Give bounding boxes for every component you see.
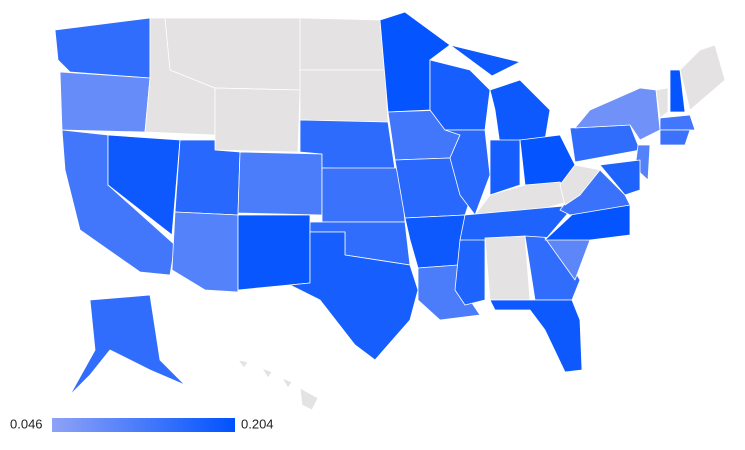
state [69,294,186,396]
legend-min-label: 0.046 [10,416,43,431]
state [429,59,491,131]
state [171,211,239,293]
state [107,134,181,236]
state-no-data [237,359,319,411]
state [544,204,631,241]
state [404,214,466,269]
state [574,87,661,141]
state [659,114,696,131]
state [237,151,323,216]
state-no-data [679,44,726,111]
state [321,167,406,223]
state [54,17,151,79]
state [444,129,491,216]
states [54,11,726,411]
state-no-data [484,235,531,301]
state [489,299,583,373]
state [174,139,241,216]
legend-max-label: 0.204 [241,416,274,431]
state [454,237,486,306]
state [394,157,471,219]
state [569,124,641,163]
legend-bar [52,418,235,432]
state [489,139,521,196]
state [59,71,151,133]
state [599,159,641,196]
state-no-data [655,87,669,119]
state [237,214,311,291]
state-no-data [559,164,601,206]
state [669,69,686,113]
state [289,231,419,361]
state-no-data [214,87,301,153]
state-no-data [299,69,389,123]
state-no-data [299,17,386,71]
state [659,129,691,146]
